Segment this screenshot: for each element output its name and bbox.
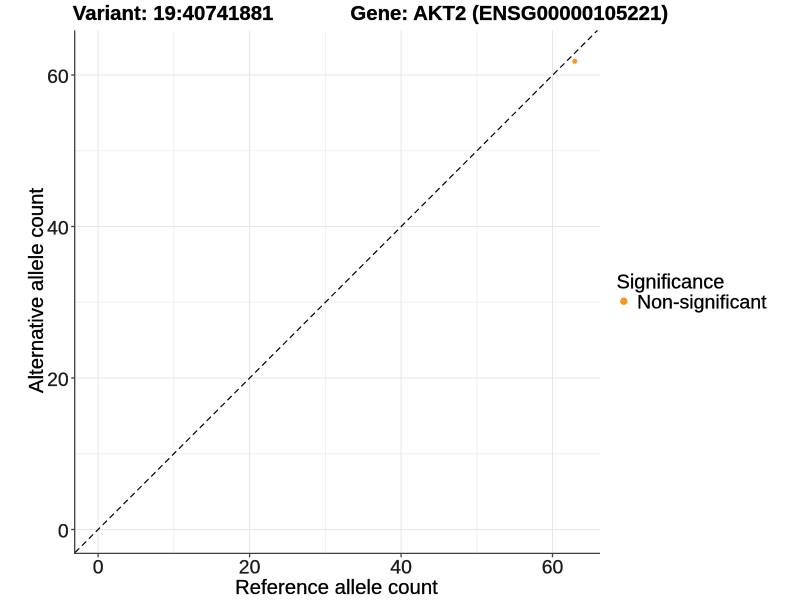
svg-text:Variant: 19:40741881: Variant: 19:40741881 bbox=[73, 3, 274, 25]
svg-text:20: 20 bbox=[239, 557, 261, 579]
svg-text:20: 20 bbox=[47, 369, 69, 391]
svg-text:60: 60 bbox=[47, 66, 69, 88]
svg-text:40: 40 bbox=[390, 557, 412, 579]
svg-text:Non-significant: Non-significant bbox=[637, 291, 767, 313]
svg-text:Gene: AKT2 (ENSG00000105221): Gene: AKT2 (ENSG00000105221) bbox=[350, 3, 668, 25]
svg-text:40: 40 bbox=[47, 217, 69, 239]
svg-text:0: 0 bbox=[93, 557, 104, 579]
svg-text:60: 60 bbox=[542, 557, 564, 579]
svg-text:0: 0 bbox=[58, 520, 69, 542]
svg-text:Reference allele count: Reference allele count bbox=[235, 577, 438, 599]
svg-text:Alternative allele count: Alternative allele count bbox=[26, 188, 48, 393]
svg-text:Significance: Significance bbox=[617, 271, 725, 293]
